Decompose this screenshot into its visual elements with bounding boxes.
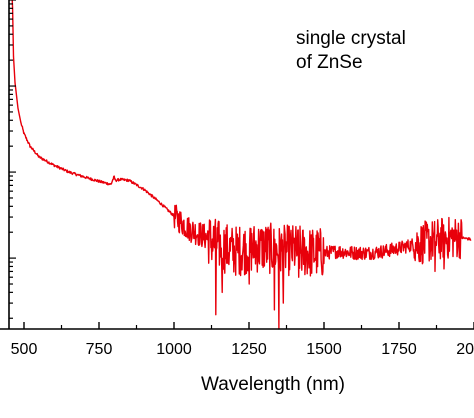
x-ticks xyxy=(23,322,474,329)
x-tick-label: 750 xyxy=(86,341,113,358)
x-tick-label: 1750 xyxy=(381,341,417,358)
x-axis-label: Wavelength (nm) xyxy=(201,374,345,395)
plot-area xyxy=(11,0,472,330)
y-ticks xyxy=(9,0,16,319)
x-tick-label: 500 xyxy=(11,341,38,358)
x-tick-label: 1000 xyxy=(156,341,192,358)
annotation-line-2: of ZnSe xyxy=(296,52,363,73)
x-tick-label: 1250 xyxy=(231,341,267,358)
annotation-line-1: single crystal xyxy=(296,28,406,49)
x-tick-label: 2000 xyxy=(456,341,474,358)
x-tick-labels: 500 750 1000 1250 1500 1750 2000 xyxy=(11,341,474,358)
x-tick-label: 1500 xyxy=(306,341,342,358)
series-line xyxy=(11,0,472,330)
